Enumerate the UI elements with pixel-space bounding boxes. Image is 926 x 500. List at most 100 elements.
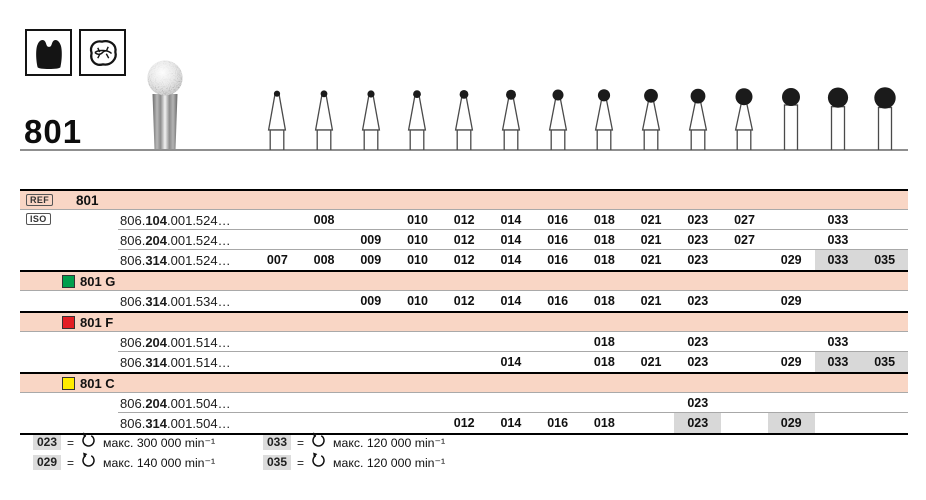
size-cell: 029 (767, 413, 815, 433)
bur-silhouette (488, 84, 534, 150)
size-cell (347, 413, 394, 433)
size-cell (441, 352, 488, 372)
section-color-square (62, 274, 75, 288)
size-cells: 008 010 012 014 016 018 021 023 027 033 (254, 210, 908, 230)
iso-suffix: .001.524… (167, 232, 231, 248)
bur-photo (147, 60, 183, 150)
iso-shank-code: 314 (145, 354, 168, 370)
iso-prefix: 806. (120, 232, 146, 248)
size-cells: 007 008 009 010 012 014 016 018 021 023 029 033 035 (254, 250, 908, 270)
equals-sign: = (67, 455, 75, 470)
size-cell: 012 (453, 233, 475, 247)
bur-silhouette (628, 84, 674, 150)
size-chip: 033 (263, 435, 292, 450)
speed-legend-entry: 035 = макс. 120 000 min⁻¹ (263, 452, 653, 473)
bur-icon (501, 89, 521, 150)
section-header-row: 801 C (20, 372, 908, 393)
size-cell: 014 (500, 253, 522, 267)
iso-row: 806. 204.001.504… 023 (20, 393, 908, 413)
size-cell: 035 (861, 352, 908, 372)
max-speed-label: макс. 120 000 min⁻¹ (333, 455, 446, 470)
iso-suffix: .001.534… (167, 293, 231, 309)
iso-shank-code: 314 (145, 293, 168, 309)
size-cell: 010 (407, 253, 428, 267)
bur-icon (782, 88, 801, 150)
iso-suffix: .001.524… (167, 252, 231, 268)
size-cell: 027 (734, 233, 755, 247)
bur-icon (873, 87, 896, 150)
bur-icon (827, 87, 849, 150)
bur-silhouette (675, 84, 721, 150)
bur-icon (641, 88, 661, 150)
iso-number: 806. 314.001.504… (120, 413, 231, 433)
crown-silhouette-glyph (35, 39, 62, 69)
size-cell (441, 393, 488, 413)
iso-prefix: 806. (120, 415, 146, 431)
rotation-speed-icon (312, 452, 325, 467)
max-speed-label: макс. 300 000 min⁻¹ (103, 435, 216, 450)
section-color-square (62, 376, 75, 390)
size-table: REF 801 ISO 806. 104.001.524… 008 010 012 014 016… (20, 189, 908, 435)
size-cell: 014 (500, 416, 522, 430)
size-cell (301, 291, 348, 311)
rotation-speed-icon (82, 432, 95, 447)
rotation-icon-wrap (310, 452, 327, 473)
iso-suffix: .001.514… (167, 334, 231, 350)
size-cell (861, 393, 908, 413)
size-cell (347, 352, 394, 372)
size-chip: 023 (33, 435, 62, 450)
size-cell: 033 (827, 233, 849, 247)
size-cell (861, 291, 908, 311)
size-cell: 033 (814, 250, 862, 270)
size-cell (815, 413, 862, 433)
size-cell: 009 (360, 253, 382, 267)
section-header-row: 801 G (20, 270, 908, 291)
size-cell: 009 (360, 233, 382, 247)
bur-silhouette (862, 84, 908, 150)
size-cell (301, 230, 348, 250)
bur-icon (548, 89, 567, 150)
occlusal-surface-icon (79, 29, 126, 76)
row-divider (118, 249, 908, 250)
bur-silhouette (768, 84, 814, 150)
size-cell (534, 393, 581, 413)
iso-row: 806. 314.001.504… 012 014 016 018 023 029 (20, 413, 908, 435)
size-cell: 016 (547, 253, 569, 267)
size-cell (254, 230, 301, 250)
bur-icon (361, 90, 380, 150)
size-cell (861, 210, 908, 230)
size-cell: 021 (640, 233, 662, 247)
section-color-square (62, 315, 75, 329)
size-cells: 023 (254, 393, 908, 413)
bur-icon (595, 89, 614, 150)
size-cell (815, 291, 862, 311)
ref-tag: REF (26, 194, 54, 206)
size-cell (488, 332, 535, 352)
size-cell: 008 (313, 213, 335, 227)
bur-icon (735, 88, 754, 150)
size-cell: 033 (827, 213, 849, 227)
size-cell: 014 (500, 213, 522, 227)
size-cell (815, 393, 862, 413)
row-divider (118, 229, 908, 230)
iso-suffix: .001.514… (167, 354, 231, 370)
iso-prefix: 806. (120, 354, 146, 370)
size-cell: 033 (814, 352, 862, 372)
size-cell (861, 230, 908, 250)
crown-silhouette-icon (25, 29, 72, 76)
iso-prefix: 806. (120, 293, 146, 309)
rotation-speed-icon (312, 432, 325, 447)
size-cell: 018 (593, 335, 615, 349)
section-header-row: 801 F (20, 311, 908, 332)
speed-legend-entry: 023 = макс. 300 000 min⁻¹ (33, 432, 263, 451)
iso-number: 806. 204.001.524… (120, 230, 231, 250)
iso-suffix: .001.504… (167, 415, 231, 431)
max-speed-label: макс. 140 000 min⁻¹ (103, 455, 216, 470)
size-cell: 018 (593, 233, 615, 247)
size-cell: 029 (780, 355, 802, 369)
bur-silhouette (301, 84, 347, 150)
size-cell (534, 332, 581, 352)
size-cell (721, 250, 768, 270)
size-cell (534, 352, 581, 372)
